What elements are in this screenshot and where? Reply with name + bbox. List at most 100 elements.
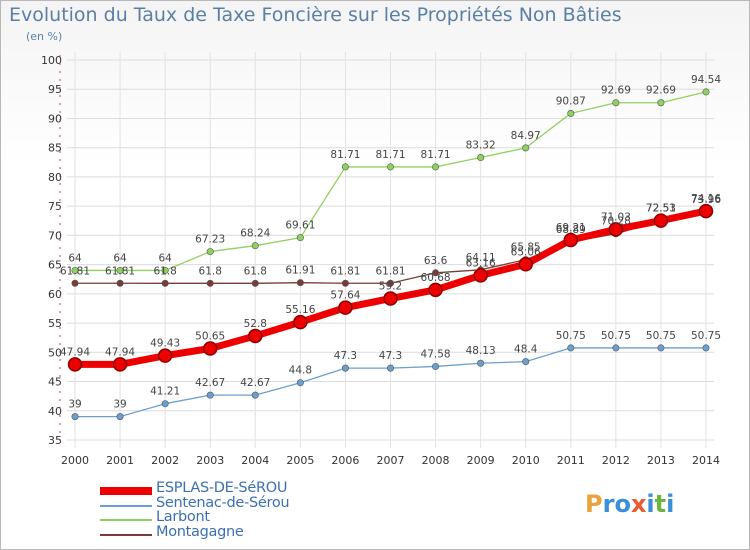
data-label: 60.68 [421,272,451,284]
data-point [293,314,308,330]
data-label: 84.97 [511,130,541,142]
chart-title: Evolution du Taux de Taxe Foncière sur l… [9,4,622,26]
data-label: 90.87 [556,95,586,107]
data-point [612,344,620,352]
data-point [702,344,710,352]
data-label: 70.28 [601,216,631,228]
x-tick-label: 2013 [647,454,675,467]
data-label: 92.69 [646,85,676,97]
data-point [386,163,394,171]
y-tick-label: 45 [48,376,62,389]
x-tick-label: 2009 [467,454,495,467]
data-point [157,348,173,363]
data-point [698,203,714,219]
legend: ESPLAS-DE-SéROU Sentenac-de-Sérou Larbont M… [100,480,360,543]
x-tick-label: 2005 [286,454,314,467]
data-point [161,400,169,408]
data-point [477,359,485,367]
data-point [251,242,259,250]
data-label: 52.8 [244,318,267,330]
data-label: 47.94 [105,346,135,358]
data-label: 61.8 [153,265,176,277]
data-point [206,279,214,287]
data-point [612,99,620,107]
data-label: 64 [68,252,82,264]
data-label: 44.8 [289,365,312,377]
legend-label: Montagagne [156,523,244,540]
data-point [248,328,263,344]
data-label: 59.2 [379,281,402,293]
data-label: 57.64 [330,290,360,302]
data-point [116,413,124,421]
data-point [428,282,443,298]
data-label: 73.96 [691,194,721,206]
data-label: 50.75 [601,330,631,342]
data-label: 39 [113,399,126,411]
grid [67,52,714,448]
data-label: 92.69 [601,85,631,97]
y-tick-label: 70 [48,229,62,242]
data-label: 81.71 [330,149,360,161]
legend-item: ESPLAS-DE-SéROU [100,480,360,499]
data-point [567,109,575,117]
data-label: 49.43 [150,338,180,350]
x-tick-label: 2012 [602,454,630,467]
data-label: 65.06 [511,246,541,258]
data-point [296,234,304,242]
data-label: 69.21 [556,222,586,234]
data-label: 64 [113,252,127,264]
data-label: 81.71 [375,149,405,161]
data-point [71,266,79,274]
data-label: 61.8 [244,265,267,277]
data-point [608,222,624,237]
y-tick-label: 75 [48,200,62,213]
data-point [341,279,349,287]
data-point [296,279,304,287]
data-point [116,279,124,287]
data-label: 67.23 [195,234,225,246]
y-tick-label: 60 [48,288,62,301]
x-tick-label: 2008 [422,454,450,467]
data-point [477,154,485,162]
data-label: 63.6 [424,255,448,267]
data-labels: 47.94 47.94 49.43 50.65 52.8 55.16 57.64 59.2 60… [60,74,721,411]
data-point [522,358,530,366]
legend-label: ESPLAS-DE-SéROU [156,480,288,496]
data-point [341,364,349,372]
data-label: 61.81 [330,265,360,277]
y-tick-label: 80 [48,171,62,184]
x-tick-label: 2010 [512,454,540,467]
data-label: 50.75 [691,330,721,342]
data-point [473,268,488,283]
proxiti-logo: Proxiti [585,490,675,518]
x-tick-label: 2003 [196,454,224,467]
axes: 35 40 45 50 55 60 65 70 75 80 85 90 95 100 2000 2001 200… [41,54,720,467]
data-label: 68.24 [240,228,270,240]
y-tick-label: 55 [48,317,62,330]
y-tick-label: 85 [48,142,62,155]
data-label: 47.3 [334,350,357,362]
legend-label: Larbont [156,509,210,525]
data-point [112,357,128,372]
data-label: 47.3 [379,350,402,362]
y-tick-label: 90 [48,112,62,125]
y-tick-label: 50 [48,346,62,359]
y-tick-label: 40 [48,405,62,418]
data-point [116,266,124,274]
data-label: 61.8 [199,265,222,277]
data-label: 48.4 [514,344,538,356]
data-point [432,362,440,370]
data-label: 50.65 [195,331,225,343]
legend-item: Montagagne [100,524,360,543]
x-tick-label: 2011 [557,454,585,467]
y-tick-label: 95 [48,83,62,96]
data-label: 65.85 [511,242,541,254]
data-point [563,232,579,248]
y-tick-label: 65 [48,259,62,272]
legend-swatch [100,519,152,521]
data-label: 61.81 [60,265,90,277]
data-label: 94.54 [691,74,721,86]
data-point [341,163,349,171]
